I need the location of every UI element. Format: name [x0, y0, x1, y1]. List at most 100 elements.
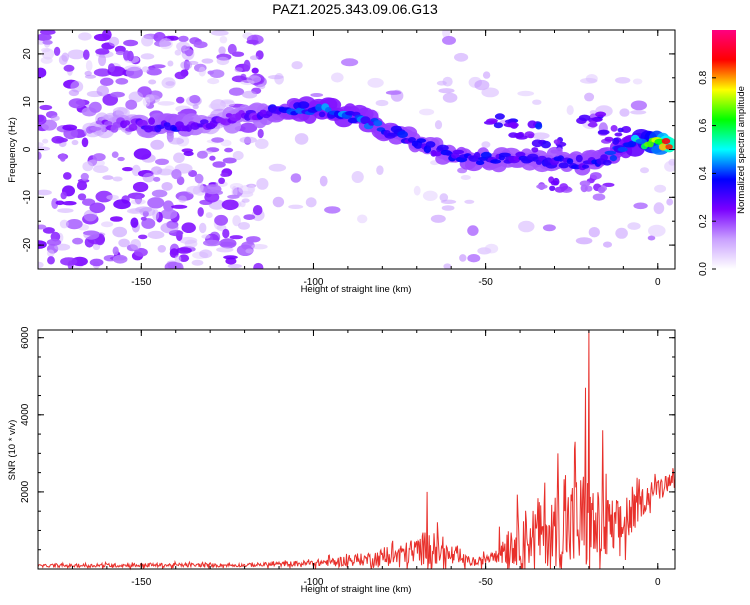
heatmap-cell — [41, 47, 51, 53]
heatmap-cell — [218, 46, 226, 55]
heatmap-cell — [55, 137, 68, 143]
heatmap-cell — [130, 217, 139, 228]
heatmap-cell — [438, 88, 455, 94]
heatmap-cell — [357, 214, 368, 224]
heatmap-cell — [227, 263, 242, 269]
heatmap-cell — [157, 101, 175, 106]
heatmap-cell — [150, 139, 165, 150]
heatmap-cell — [518, 220, 535, 233]
heatmap-cell — [454, 52, 469, 62]
heatmap-cell — [130, 199, 146, 205]
heatmap-cell — [92, 243, 101, 251]
heatmap-cell — [231, 186, 238, 198]
heatmap-cell — [141, 35, 154, 47]
heatmap-cell — [234, 67, 243, 73]
heatmap-cell — [211, 137, 225, 143]
heatmap-cell — [531, 139, 544, 148]
heatmap-cell — [60, 257, 78, 266]
heatmap-cell — [176, 41, 191, 52]
heatmap-cell — [147, 197, 165, 209]
x-tick-label: -50 — [478, 577, 493, 588]
heatmap-cell — [112, 254, 128, 264]
heatmap-cell — [47, 256, 55, 265]
heatmap-cell — [440, 199, 457, 204]
heatmap-cell — [96, 85, 110, 97]
heatmap-cell — [197, 207, 204, 217]
x-tick-label: -50 — [478, 277, 493, 288]
heatmap-cell — [318, 111, 326, 118]
heatmap-cell — [40, 56, 53, 64]
heatmap-cell — [176, 96, 185, 104]
heatmap-cell — [212, 161, 226, 168]
heatmap-cell — [83, 49, 90, 60]
colorbar-tick-label: 0.8 — [698, 70, 709, 84]
heatmap-cell — [232, 215, 241, 227]
heatmap-cell — [220, 172, 229, 177]
snr-xlabel: Height of straight line (km) — [301, 584, 412, 595]
heatmap-cell — [112, 246, 119, 256]
heatmap-cell — [324, 206, 341, 214]
heatmap-cell — [442, 35, 456, 45]
heatmap-cell — [431, 151, 442, 157]
spectrogram-xlabel: Height of straight line (km) — [301, 284, 412, 295]
heatmap-cell — [72, 237, 84, 245]
heatmap-cell — [160, 222, 179, 234]
heatmap-cell — [272, 196, 285, 208]
heatmap-cell — [171, 169, 182, 180]
colorbar-tick-label: 0.2 — [698, 214, 709, 228]
heatmap-cell — [63, 172, 72, 180]
heatmap-cell — [50, 115, 60, 122]
heatmap-cell — [252, 205, 263, 216]
heatmap-cell — [653, 202, 665, 215]
heatmap-cell — [452, 149, 465, 155]
heatmap-cell — [210, 30, 229, 36]
heatmap-cell — [112, 226, 128, 238]
heatmap-cell — [203, 184, 222, 195]
heatmap-cell — [664, 161, 675, 172]
heatmap-cell — [111, 151, 119, 158]
heatmap-cell — [341, 58, 359, 67]
heatmap-cell — [238, 222, 250, 230]
heatmap-cell — [486, 118, 498, 123]
heatmap-cell — [592, 193, 606, 201]
heatmap-cell — [627, 222, 641, 230]
heatmap-cell — [138, 234, 148, 240]
heatmap-cell — [666, 198, 674, 206]
heatmap-cell — [38, 224, 47, 230]
heatmap-cell — [627, 140, 637, 148]
heatmap-cell — [155, 158, 169, 165]
heatmap-cell — [430, 214, 446, 223]
heatmap-cell — [53, 46, 61, 57]
heatmap-cell — [575, 154, 583, 163]
heatmap-cell — [228, 87, 245, 96]
heatmap-cell — [439, 193, 449, 202]
heatmap-cell — [200, 119, 209, 125]
heatmap-cell — [148, 79, 157, 85]
heatmap-cell — [141, 218, 156, 229]
heatmap-cell — [112, 176, 123, 182]
heatmap-cell — [148, 117, 156, 125]
heatmap-cell — [59, 219, 69, 229]
heatmap-cell — [524, 131, 535, 138]
heatmap-cell — [604, 136, 614, 142]
heatmap-cell — [647, 235, 656, 241]
heatmap-cell — [246, 236, 255, 245]
heatmap-cell — [373, 120, 383, 127]
heatmap-cell — [67, 49, 86, 60]
heatmap-cell — [191, 259, 204, 266]
heatmap-cell — [246, 39, 259, 45]
heatmap-cell — [189, 94, 201, 104]
heatmap-cell — [106, 194, 119, 201]
heatmap-cell — [540, 140, 552, 149]
heatmap-cell — [174, 49, 182, 56]
heatmap-cell — [174, 262, 184, 269]
heatmap-cell — [201, 58, 214, 64]
heatmap-cell — [595, 111, 607, 118]
heatmap-cell — [253, 262, 264, 269]
heatmap-cell — [229, 235, 243, 240]
heatmap-cell — [498, 152, 511, 158]
heatmap-cell — [554, 186, 565, 193]
heatmap-cell — [223, 255, 238, 260]
heatmap-cell — [532, 99, 542, 105]
heatmap-cell — [114, 45, 126, 54]
